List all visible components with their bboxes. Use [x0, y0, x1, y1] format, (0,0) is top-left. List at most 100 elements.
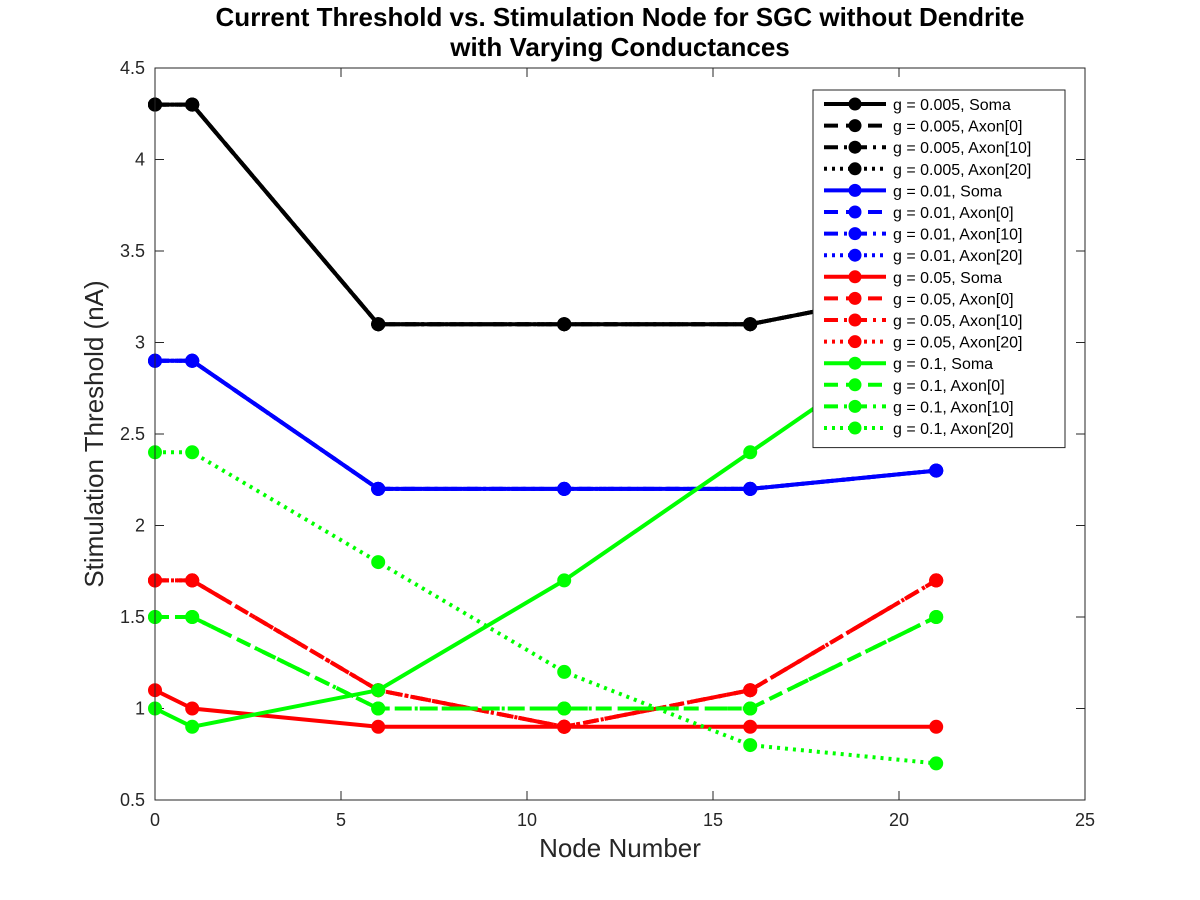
legend-marker: [848, 183, 862, 197]
series-line: [155, 358, 937, 491]
x-tick-label: 20: [889, 810, 909, 830]
legend-label: g = 0.1, Axon[10]: [893, 399, 1014, 416]
legend-marker: [848, 378, 862, 392]
y-tick-label: 0.5: [120, 790, 145, 810]
chart-title-line-1: Current Threshold vs. Stimulation Node f…: [216, 2, 1025, 32]
legend-item: g = 0.01, Soma: [824, 183, 1002, 200]
series-line: [155, 450, 937, 766]
data-point: [185, 573, 200, 588]
data-point: [743, 481, 758, 496]
legend-item: g = 0.005, Axon[0]: [824, 119, 1022, 136]
series-line: [155, 102, 937, 327]
legend-marker: [848, 205, 862, 219]
y-tick-label: 1.5: [120, 607, 145, 627]
legend-marker: [848, 399, 862, 413]
x-tick-label: 10: [517, 810, 537, 830]
legend-marker: [848, 140, 862, 154]
data-point: [557, 573, 572, 588]
y-tick-label: 4.5: [120, 58, 145, 78]
series-11: [148, 573, 944, 734]
data-point: [371, 317, 386, 332]
data-point: [185, 445, 200, 460]
data-point: [557, 719, 572, 734]
data-point: [743, 445, 758, 460]
y-tick-label: 4: [135, 150, 145, 170]
legend-item: g = 0.005, Axon[10]: [824, 140, 1031, 157]
data-point: [371, 555, 386, 570]
legend-item: g = 0.05, Axon[0]: [824, 291, 1014, 308]
data-point: [929, 463, 944, 478]
data-point: [185, 353, 200, 368]
legend-marker: [848, 97, 862, 111]
legend-marker: [848, 248, 862, 262]
data-point: [929, 719, 944, 734]
legend-marker: [848, 270, 862, 284]
x-tick-label: 25: [1075, 810, 1095, 830]
legend-marker: [848, 313, 862, 327]
data-point: [371, 701, 386, 716]
legend-label: g = 0.01, Soma: [893, 183, 1002, 200]
legend-item: g = 0.1, Soma: [824, 356, 993, 373]
data-point: [185, 97, 200, 112]
legend-label: g = 0.1, Axon[0]: [893, 378, 1005, 395]
y-tick-label: 1: [135, 699, 145, 719]
data-point: [371, 719, 386, 734]
legend-item: g = 0.005, Axon[20]: [824, 162, 1031, 179]
legend-item: g = 0.005, Soma: [824, 97, 1011, 114]
legend-item: g = 0.05, Soma: [824, 270, 1002, 287]
legend-item: g = 0.1, Axon[20]: [824, 421, 1014, 438]
series-7: [148, 353, 944, 496]
legend-label: g = 0.05, Axon[0]: [893, 291, 1014, 308]
data-point: [743, 317, 758, 332]
data-point: [743, 738, 758, 753]
legend-label: g = 0.1, Axon[20]: [893, 421, 1014, 438]
legend-item: g = 0.05, Axon[20]: [824, 335, 1022, 352]
legend-label: g = 0.05, Axon[20]: [893, 335, 1022, 352]
legend-marker: [848, 421, 862, 435]
x-axis-label: Node Number: [539, 833, 701, 863]
legend-label: g = 0.1, Soma: [893, 356, 993, 373]
data-point: [929, 573, 944, 588]
data-point: [929, 756, 944, 771]
legend-label: g = 0.01, Axon[10]: [893, 227, 1022, 244]
data-point: [743, 719, 758, 734]
data-point: [557, 701, 572, 716]
chart-title-line-2: with Varying Conductances: [449, 32, 790, 62]
data-point: [557, 317, 572, 332]
legend-marker: [848, 291, 862, 305]
legend-label: g = 0.01, Axon[20]: [893, 248, 1022, 265]
data-point: [185, 719, 200, 734]
y-tick-label: 2: [135, 516, 145, 536]
data-point: [557, 481, 572, 496]
x-tick-label: 15: [703, 810, 723, 830]
legend-label: g = 0.01, Axon[0]: [893, 205, 1014, 222]
y-tick-label: 3.5: [120, 241, 145, 261]
legend-item: g = 0.01, Axon[10]: [824, 227, 1022, 244]
data-point: [929, 610, 944, 624]
legend-label: g = 0.05, Soma: [893, 270, 1002, 287]
legend-marker: [848, 119, 862, 133]
legend-label: g = 0.005, Soma: [893, 97, 1011, 114]
data-point: [557, 664, 572, 679]
x-tick-label: 0: [150, 810, 160, 830]
y-tick-label: 2.5: [120, 424, 145, 444]
data-point: [185, 701, 200, 716]
legend-marker: [848, 335, 862, 349]
legend-label: g = 0.005, Axon[0]: [893, 119, 1022, 136]
legend-item: g = 0.05, Axon[10]: [824, 313, 1022, 330]
data-point: [743, 683, 758, 698]
legend-marker: [848, 162, 862, 176]
legend-item: g = 0.1, Axon[0]: [824, 378, 1005, 395]
plot-border: [154, 67, 1086, 801]
data-point: [371, 481, 386, 496]
legend-marker: [848, 227, 862, 241]
legend: g = 0.005, Soma g = 0.005, Axon[0] g = 0.0…: [812, 89, 1066, 449]
data-point: [185, 610, 200, 624]
legend-label: g = 0.05, Axon[10]: [893, 313, 1022, 330]
x-tick-label: 5: [336, 810, 346, 830]
data-point: [371, 683, 386, 698]
y-axis-label: Stimulation Threshold (nA): [79, 280, 109, 587]
legend-item: g = 0.1, Axon[10]: [824, 399, 1014, 416]
legend-label: g = 0.005, Axon[20]: [893, 162, 1031, 179]
